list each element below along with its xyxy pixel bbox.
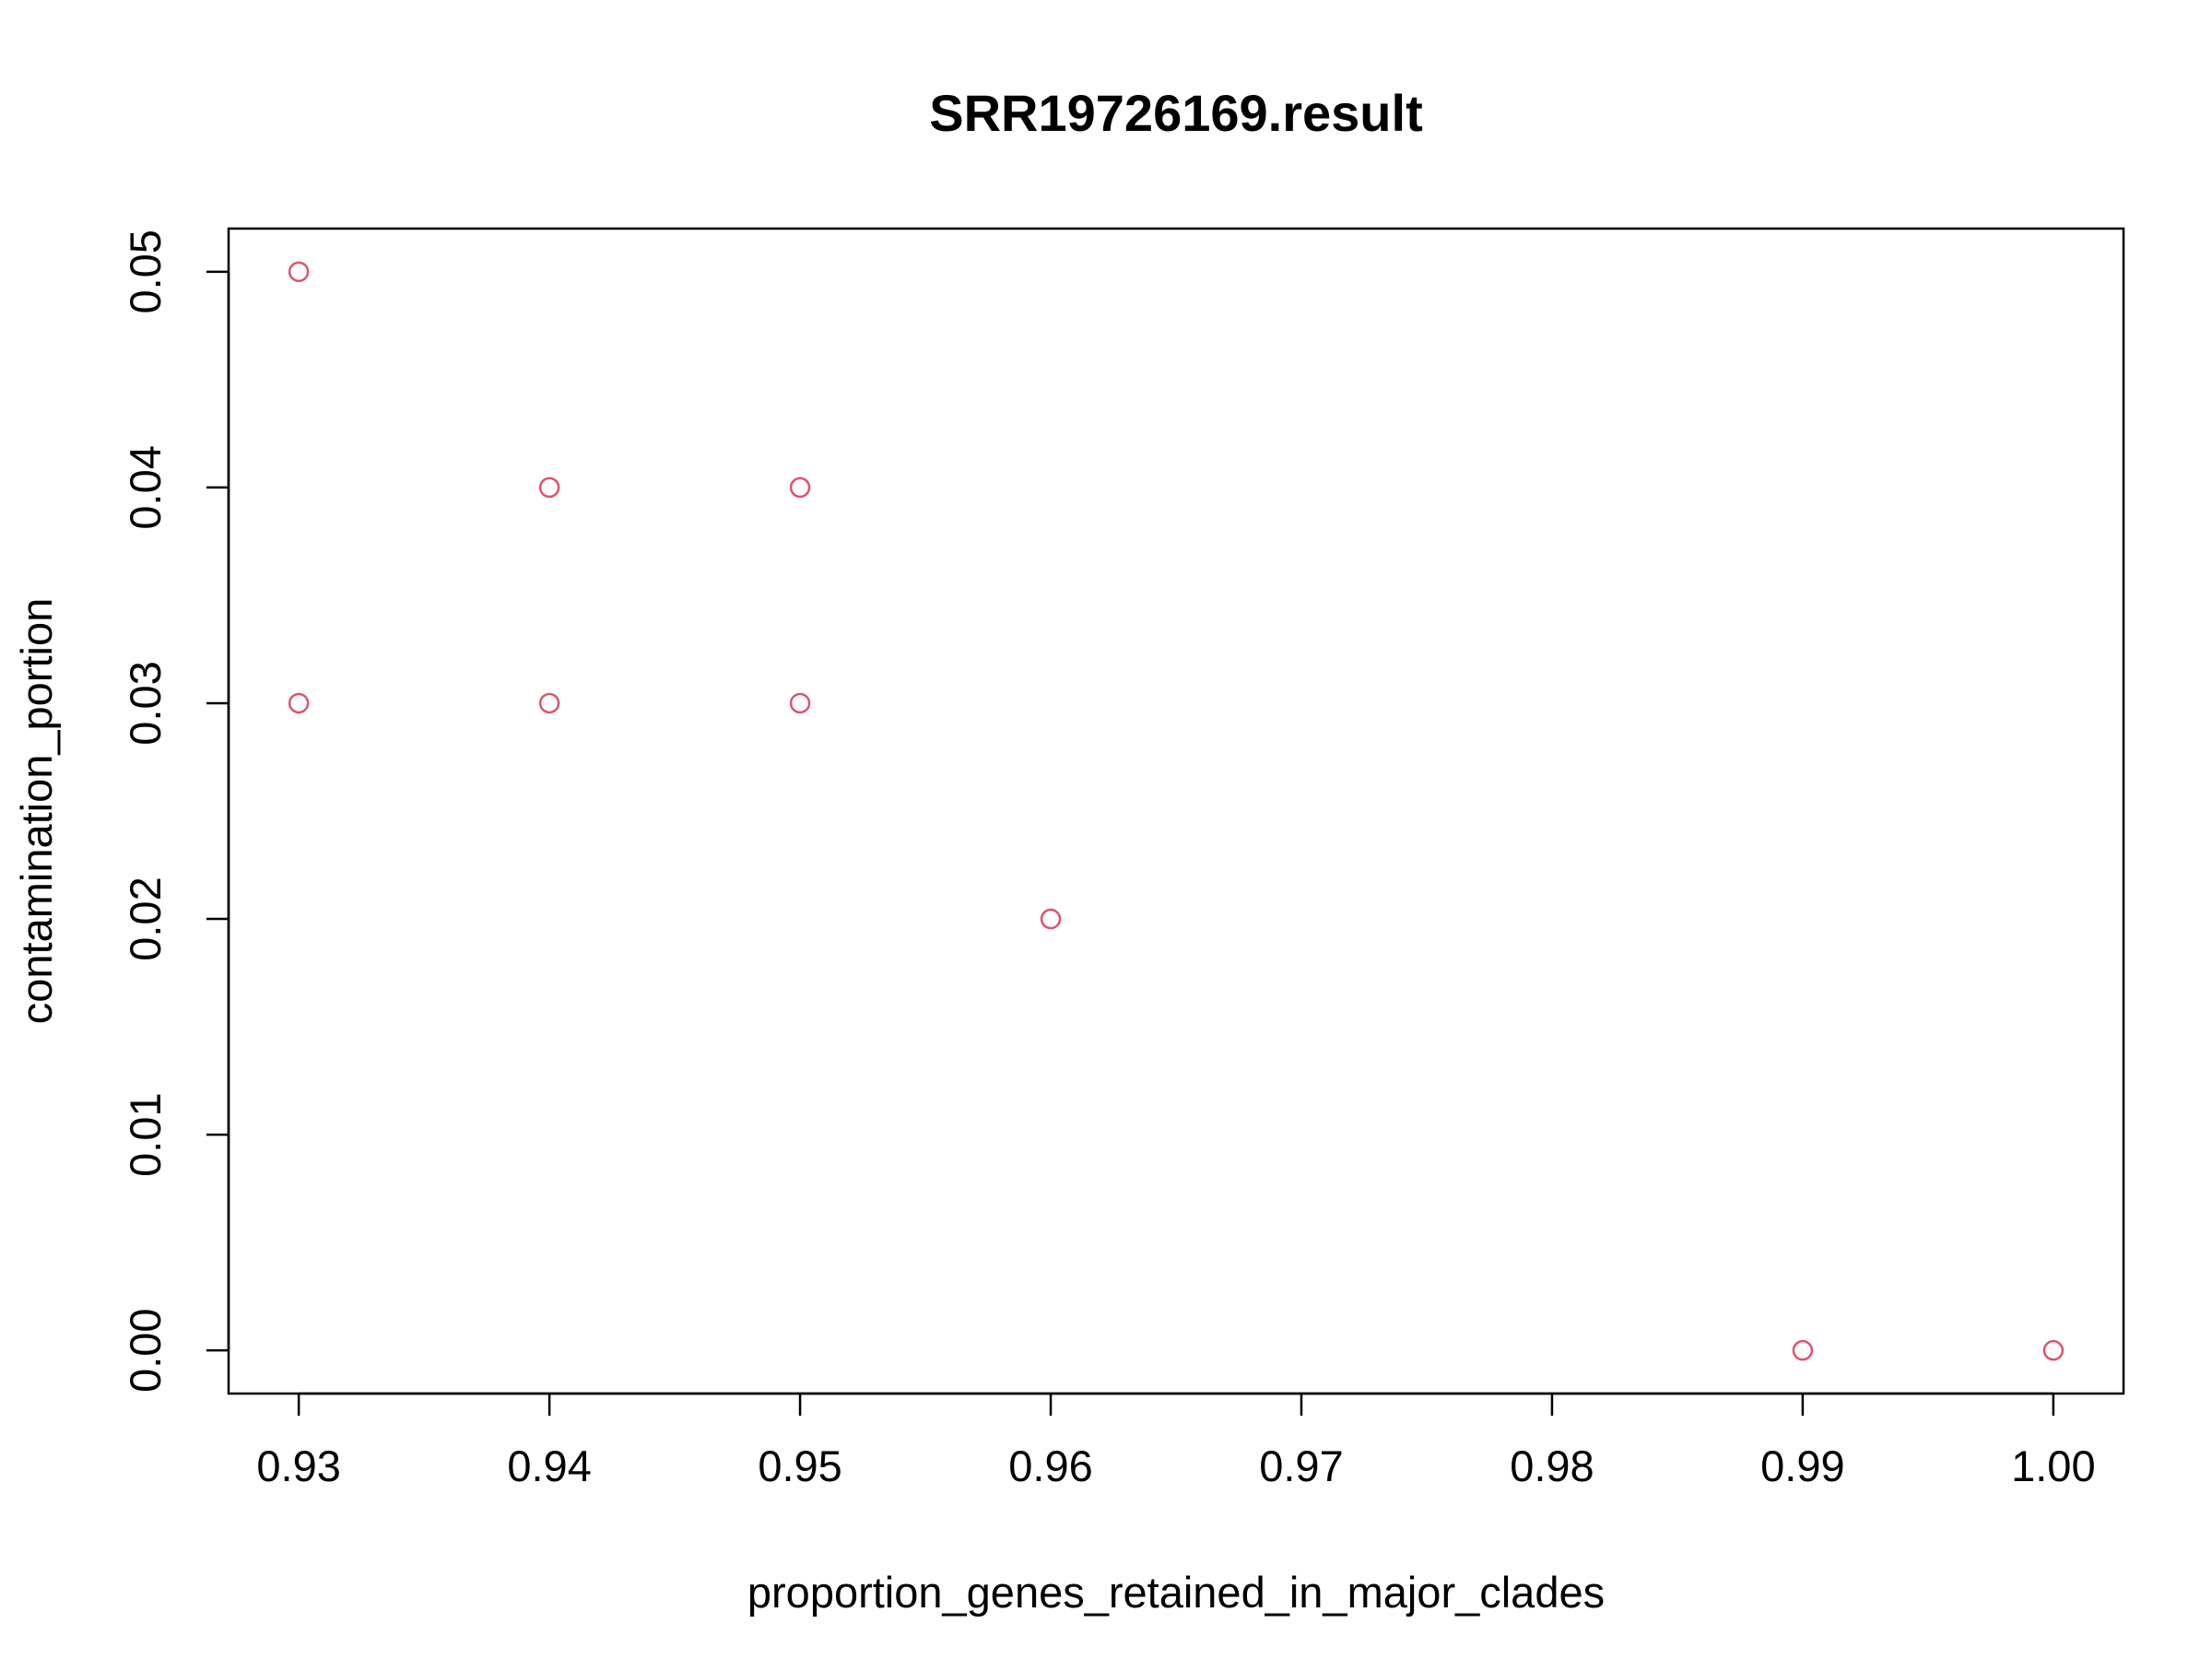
plot-frame xyxy=(227,227,2125,1395)
x-tick-label: 0.93 xyxy=(256,1441,340,1490)
x-tick-label: 0.96 xyxy=(1008,1441,1092,1490)
data-point xyxy=(538,477,560,499)
x-tick-label: 1.00 xyxy=(2011,1441,2095,1490)
data-point xyxy=(288,692,310,714)
y-axis: 0.00 0.01 0.02 0.03 0.04 0.05 xyxy=(121,229,230,1393)
x-tick-label: 0.98 xyxy=(1510,1441,1594,1490)
data-points xyxy=(288,261,2065,1361)
data-point xyxy=(1040,908,1062,930)
data-point xyxy=(538,692,560,714)
y-tick-label: 0.00 xyxy=(121,1308,170,1392)
y-axis-label: contamination_portion xyxy=(12,598,61,1024)
y-tick-label: 0.01 xyxy=(121,1092,170,1176)
data-point xyxy=(789,692,811,714)
y-tick-label: 0.03 xyxy=(121,661,170,745)
y-tick-label: 0.05 xyxy=(121,229,170,313)
y-tick-label: 0.02 xyxy=(121,877,170,960)
data-point xyxy=(1792,1339,1814,1361)
data-point xyxy=(288,261,310,283)
data-point xyxy=(2042,1339,2065,1361)
chart-title: SRR19726169.result xyxy=(929,84,1422,142)
x-axis-label: proportion_genes_retained_in_major_clade… xyxy=(747,1568,1605,1617)
x-tick-label: 0.94 xyxy=(507,1441,591,1490)
x-tick-label: 0.95 xyxy=(758,1441,841,1490)
x-axis: 0.93 0.94 0.95 0.96 0.97 0.98 0.99 1.00 xyxy=(256,1392,2096,1490)
y-tick-label: 0.04 xyxy=(121,445,170,529)
x-tick-label: 0.99 xyxy=(1760,1441,1844,1490)
x-tick-label: 0.97 xyxy=(1259,1441,1343,1490)
data-point xyxy=(789,477,811,499)
